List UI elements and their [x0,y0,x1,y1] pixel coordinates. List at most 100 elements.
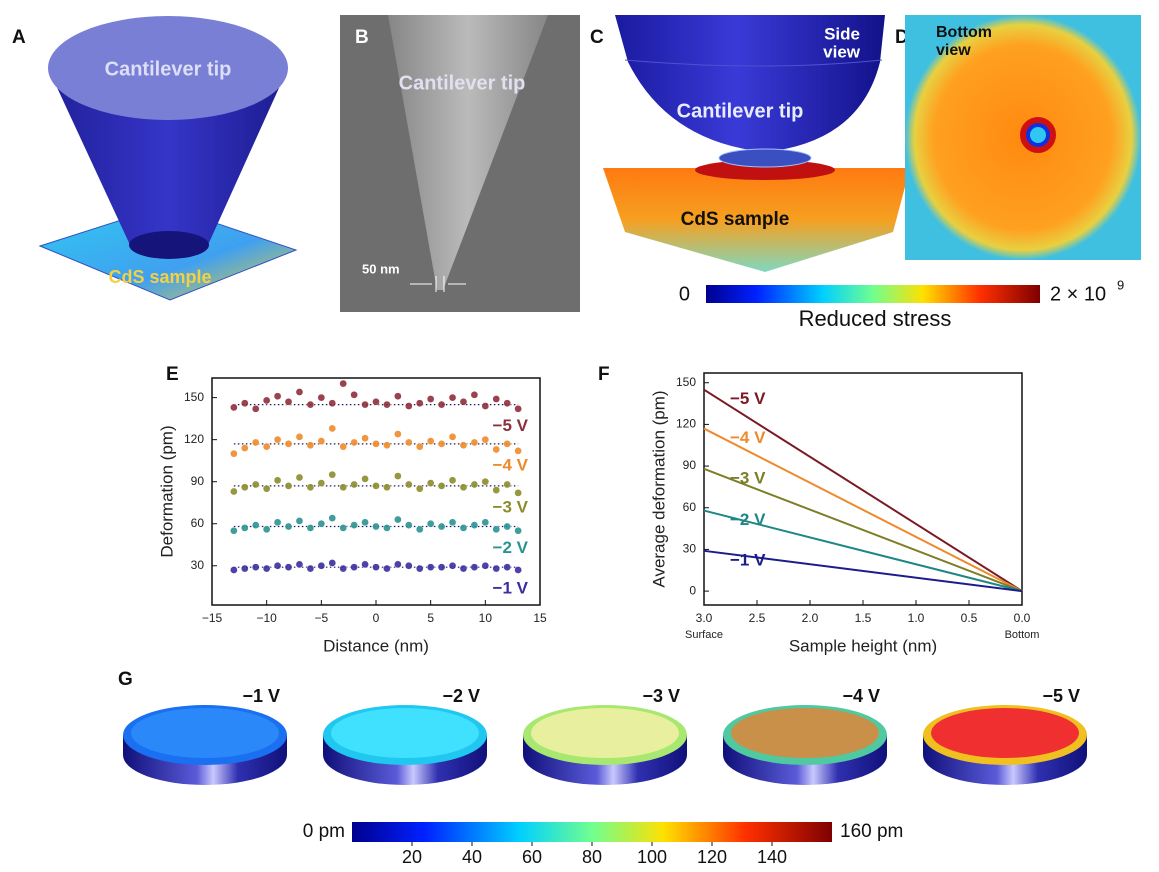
data-point [274,519,281,526]
data-point [405,562,412,569]
data-point [471,439,478,446]
data-point [427,564,434,571]
data-point [427,520,434,527]
data-point [318,394,325,401]
data-point [515,489,522,496]
data-point [307,442,314,449]
x-tick-label: −5 [314,611,328,625]
data-point [351,439,358,446]
view-label: view [936,42,971,59]
series-label: −1 V [493,579,529,598]
data-point [460,442,467,449]
y-tick-label: 60 [683,500,697,514]
x-axis-title: Sample height (nm) [789,636,937,655]
data-point [252,439,259,446]
data-point [252,405,259,412]
data-point [252,522,259,529]
data-point [471,522,478,529]
data-point [296,517,303,524]
data-point [482,562,489,569]
data-point [493,526,500,533]
data-point [493,565,500,572]
data-point [372,440,379,447]
data-point [351,481,358,488]
data-point [383,484,390,491]
y-tick-label: 90 [191,474,205,488]
data-point [438,523,445,530]
data-point [515,527,522,534]
data-point [307,484,314,491]
y-tick-label: 120 [184,432,204,446]
data-point [504,564,511,571]
data-point [460,484,467,491]
data-point [471,481,478,488]
data-point [230,450,237,457]
colorbar-tick-label: 140 [757,847,787,867]
data-point [394,472,401,479]
x-tick-label: 0.5 [961,611,978,625]
data-point [372,523,379,530]
data-point [340,380,347,387]
data-point [351,522,358,529]
data-point [329,559,336,566]
data-point [230,404,237,411]
data-point [241,444,248,451]
x-tick-label: 10 [479,611,493,625]
data-point [438,401,445,408]
data-point [285,398,292,405]
data-point [318,520,325,527]
data-point [482,478,489,485]
data-point [307,524,314,531]
data-point [230,488,237,495]
disk-top [531,708,679,758]
data-point [274,562,281,569]
scale-label: 50 nm [362,261,400,276]
y-tick-label: 0 [689,583,696,597]
colorbar [706,285,1040,303]
data-point [241,524,248,531]
data-point [318,479,325,486]
data-point [252,564,259,571]
data-point [449,394,456,401]
data-point [416,485,423,492]
x-note: Surface [685,629,723,641]
data-point [449,519,456,526]
data-point [438,564,445,571]
series-label: −5 V [493,416,529,435]
y-tick-label: 90 [683,458,697,472]
tip-label: Cantilever tip [399,72,526,94]
colorbar-exponent: 9 [1117,277,1124,292]
data-point [230,527,237,534]
colorbar-tick-label: 80 [582,847,602,867]
view-label: Bottom [936,24,992,41]
data-point [504,481,511,488]
data-point [383,565,390,572]
x-tick-label: 0.0 [1014,611,1031,625]
colorbar-max: 160 pm [840,821,903,842]
x-tick-label: 1.0 [908,611,925,625]
voltage-label: −2 V [442,686,480,706]
data-point [438,440,445,447]
data-point [482,436,489,443]
figure: A Cantilever tip CdS sample B Cantilever… [0,0,1159,867]
data-point [405,402,412,409]
data-point [361,435,368,442]
data-point [296,561,303,568]
data-point [416,526,423,533]
series-label: −5 V [730,389,766,408]
colorbar-min: 0 [679,283,690,305]
voltage-label: −5 V [1042,686,1080,706]
data-point [329,425,336,432]
y-tick-label: 150 [184,390,204,404]
colorbar-tick-label: 20 [402,847,422,867]
series-label: −4 V [493,455,529,474]
tip-label: Cantilever tip [677,100,804,122]
data-point [449,433,456,440]
data-point [285,440,292,447]
data-point [340,484,347,491]
data-point [394,561,401,568]
x-tick-label: −10 [256,611,277,625]
x-axis-title: Distance (nm) [323,636,429,655]
x-tick-label: 2.5 [749,611,766,625]
voltage-label: −3 V [642,686,680,706]
